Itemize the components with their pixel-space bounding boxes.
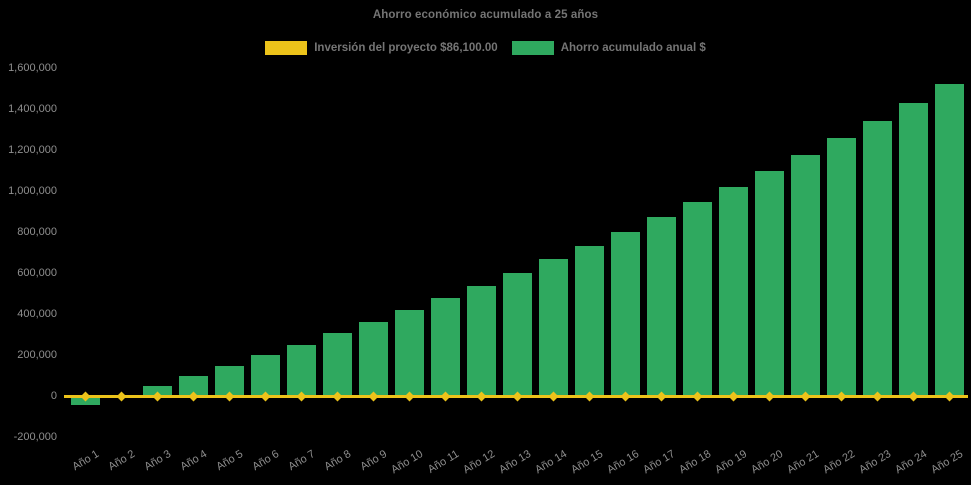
y-axis-tick-label: 1,200,000 <box>8 144 57 156</box>
savings-bar <box>178 375 208 396</box>
y-axis-tick-label: 400,000 <box>17 308 57 320</box>
savings-bar <box>466 285 496 396</box>
savings-bar <box>934 84 964 396</box>
savings-bar <box>610 231 640 396</box>
savings-bar <box>574 245 604 396</box>
savings-bar <box>754 170 784 396</box>
savings-bar <box>538 259 568 396</box>
savings-bar <box>322 333 352 396</box>
y-axis-tick-label: 200,000 <box>17 349 57 361</box>
legend-item-investment[interactable]: Inversión del proyecto $86,100.00 <box>265 41 498 55</box>
savings-bar <box>718 186 748 396</box>
savings-bar <box>286 344 316 396</box>
savings-bar <box>862 120 892 396</box>
legend-swatch-savings-icon <box>511 41 554 55</box>
savings-bar <box>214 365 244 396</box>
savings-bar <box>898 102 928 396</box>
savings-bar <box>502 272 532 396</box>
savings-bar <box>646 217 676 396</box>
y-axis-tick-label: 1,400,000 <box>8 103 57 115</box>
legend-label-savings: Ahorro acumulado anual $ <box>560 42 706 54</box>
chart-title: Ahorro económico acumulado a 25 años <box>372 9 599 21</box>
savings-bar <box>682 202 712 396</box>
y-axis-tick-label: 600,000 <box>17 267 57 279</box>
savings-bar <box>430 298 460 396</box>
savings-bar <box>394 310 424 396</box>
savings-bar <box>790 154 820 396</box>
legend-swatch-investment-icon <box>265 41 308 55</box>
savings-bar <box>142 385 172 396</box>
y-axis-tick-label: 1,600,000 <box>8 62 57 74</box>
savings-bar <box>826 137 856 396</box>
savings-bar <box>358 321 388 396</box>
y-axis-tick-label: 0 <box>50 390 57 402</box>
legend: Inversión del proyecto $86,100.00 Ahorro… <box>0 40 971 56</box>
legend-item-savings[interactable]: Ahorro acumulado anual $ <box>511 41 706 55</box>
y-axis-tick-label: -200,000 <box>13 431 57 443</box>
savings-bar <box>250 355 280 396</box>
y-axis-tick-label: 800,000 <box>17 226 57 238</box>
investment-line-marker-icon <box>116 391 126 401</box>
y-axis-tick-label: 1,000,000 <box>8 185 57 197</box>
legend-label-investment: Inversión del proyecto $86,100.00 <box>314 42 498 54</box>
